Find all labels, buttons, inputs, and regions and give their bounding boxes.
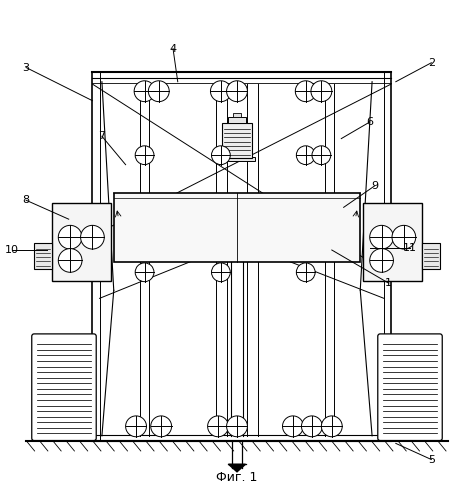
Circle shape — [370, 248, 393, 272]
Text: Фиг. 1: Фиг. 1 — [216, 471, 258, 484]
Circle shape — [211, 146, 230, 165]
Bar — [233, 113, 241, 117]
Bar — [219, 156, 255, 162]
Text: 10: 10 — [5, 245, 19, 255]
Circle shape — [370, 226, 393, 249]
Text: 9: 9 — [371, 181, 378, 191]
Text: 2: 2 — [428, 58, 435, 68]
Circle shape — [296, 146, 315, 165]
Circle shape — [295, 81, 316, 102]
Circle shape — [58, 226, 82, 249]
Bar — [114, 193, 360, 262]
Circle shape — [392, 226, 416, 249]
Text: 8: 8 — [22, 195, 30, 205]
Bar — [228, 117, 246, 123]
Circle shape — [148, 81, 169, 102]
Circle shape — [135, 146, 154, 165]
Bar — [34, 243, 52, 269]
Text: 7: 7 — [98, 131, 106, 141]
Text: 5: 5 — [428, 454, 435, 464]
Bar — [422, 243, 440, 269]
Bar — [222, 124, 252, 158]
Circle shape — [135, 263, 154, 281]
Circle shape — [151, 416, 172, 437]
Text: 1: 1 — [385, 278, 392, 288]
Circle shape — [227, 416, 247, 437]
Text: 4: 4 — [169, 44, 177, 54]
Circle shape — [311, 81, 332, 102]
Circle shape — [208, 416, 228, 437]
Circle shape — [283, 416, 303, 437]
Circle shape — [227, 81, 247, 102]
Bar — [363, 202, 422, 281]
Text: 6: 6 — [366, 117, 373, 127]
Circle shape — [296, 263, 315, 281]
Circle shape — [312, 146, 331, 165]
Bar — [34, 336, 94, 438]
Text: 3: 3 — [23, 62, 29, 72]
Circle shape — [210, 81, 231, 102]
Text: 11: 11 — [403, 242, 417, 252]
FancyBboxPatch shape — [32, 334, 96, 440]
FancyBboxPatch shape — [378, 334, 442, 440]
Circle shape — [321, 416, 342, 437]
Circle shape — [126, 416, 146, 437]
Bar — [52, 202, 111, 281]
Circle shape — [81, 226, 104, 249]
Circle shape — [301, 416, 322, 437]
Circle shape — [211, 263, 230, 281]
Circle shape — [58, 248, 82, 272]
Circle shape — [134, 81, 155, 102]
Polygon shape — [228, 464, 246, 472]
